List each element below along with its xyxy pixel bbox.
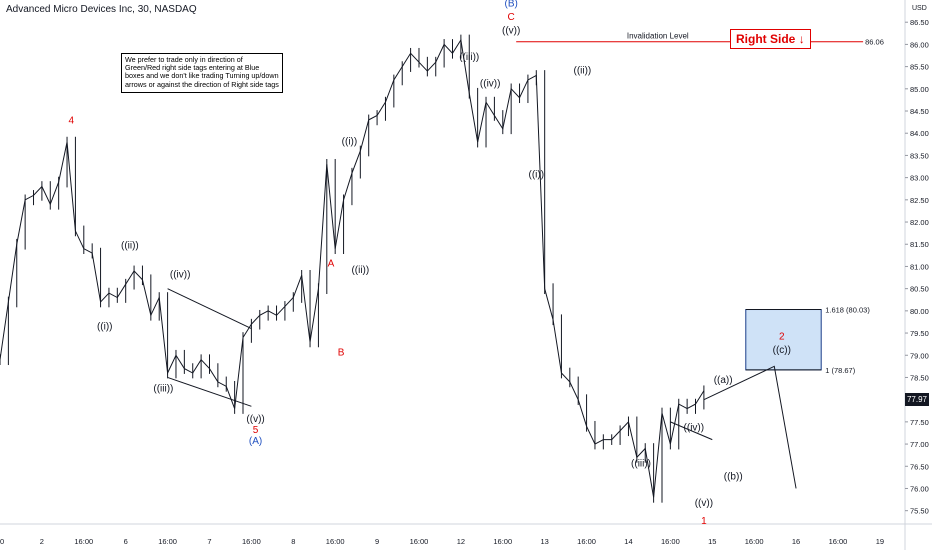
chart-title: Advanced Micro Devices Inc, 30, NASDAQ xyxy=(6,4,197,15)
wave-label: 5 xyxy=(253,425,259,436)
wave-label: ((iii)) xyxy=(459,52,479,63)
target-bottom-label: 1 (78.67) xyxy=(825,366,856,375)
x-tick-label: 19 xyxy=(876,537,884,546)
y-tick-label: 81.50 xyxy=(910,240,929,249)
y-tick-label: 79.00 xyxy=(910,351,929,360)
wave-label: B xyxy=(338,347,345,358)
wave-label: ((ii)) xyxy=(351,265,369,276)
x-tick-label: 9 xyxy=(375,537,379,546)
projection-path xyxy=(703,365,797,489)
x-tick-label: 13 xyxy=(541,537,549,546)
y-tick-label: 86.00 xyxy=(910,40,929,49)
x-tick-label: 16:00 xyxy=(326,537,345,546)
wave-label: C xyxy=(508,12,515,23)
y-tick-label: 75.50 xyxy=(910,507,929,516)
wave-label: ((iv)) xyxy=(684,423,705,434)
y-tick-label: 79.50 xyxy=(910,329,929,338)
wave-label: ((i)) xyxy=(342,136,358,147)
y-tick-label: 77.00 xyxy=(910,440,929,449)
x-tick-label: 16:00 xyxy=(745,537,764,546)
wave-label: ((ii)) xyxy=(574,65,592,76)
trendline xyxy=(167,376,252,407)
y-tick-label: 80.50 xyxy=(910,285,929,294)
x-tick-label: 16:00 xyxy=(493,537,512,546)
y-tick-label: 82.00 xyxy=(910,218,929,227)
wave-label: ((iv)) xyxy=(170,270,191,281)
x-tick-label: 16:00 xyxy=(661,537,680,546)
y-tick-label: 85.50 xyxy=(910,63,929,72)
y-tick-label: 77.50 xyxy=(910,418,929,427)
right-side-label: Right Side xyxy=(736,32,796,46)
wave-label: ((a)) xyxy=(714,375,733,386)
x-tick-label: 16:00 xyxy=(577,537,596,546)
wave-label: ((iv)) xyxy=(480,79,501,90)
trendline xyxy=(167,288,252,330)
last-price-tag: 77.97 xyxy=(905,393,929,406)
trendline xyxy=(670,421,713,441)
x-tick-label: 16:00 xyxy=(74,537,93,546)
y-tick-label: 82.50 xyxy=(910,196,929,205)
target-top-label: 1.618 (80.03) xyxy=(825,306,870,315)
wave-label: 2 xyxy=(779,332,785,343)
wave-label: (B) xyxy=(504,0,517,10)
y-tick-label: 83.50 xyxy=(910,151,929,160)
y-tick-label: 84.50 xyxy=(910,107,929,116)
x-tick-label: 7 xyxy=(207,537,211,546)
price-line xyxy=(0,38,705,498)
x-tick-label: 2 xyxy=(40,537,44,546)
currency-label: USD xyxy=(912,5,927,12)
y-tick-label: 78.50 xyxy=(910,373,929,382)
y-tick-label: 83.00 xyxy=(910,174,929,183)
wave-label: ((iii)) xyxy=(153,384,173,395)
y-tick-label: 84.00 xyxy=(910,129,929,138)
wave-label: ((b)) xyxy=(724,472,743,483)
wave-label: ((v)) xyxy=(502,25,520,36)
wave-label: ((v)) xyxy=(246,414,264,425)
x-tick-label: 8 xyxy=(291,537,295,546)
y-tick-label: 81.00 xyxy=(910,262,929,271)
x-tick-label: 12 xyxy=(457,537,465,546)
wave-label: ((i)) xyxy=(529,170,545,181)
y-tick-label: 76.50 xyxy=(910,462,929,471)
wave-label: ((i)) xyxy=(97,321,113,332)
x-tick-label: 16:00 xyxy=(829,537,848,546)
x-tick-label: 16:00 xyxy=(158,537,177,546)
wave-label: ((ii)) xyxy=(121,241,139,252)
x-tick-label: 00 xyxy=(0,537,4,546)
y-tick-label: 85.00 xyxy=(910,85,929,94)
x-tick-label: 6 xyxy=(124,537,128,546)
invalidation-value: 86.06 xyxy=(865,38,884,47)
wave-label: A xyxy=(328,258,335,269)
wave-label: ((c)) xyxy=(773,345,791,356)
right-side-tag: Right Side ↓ xyxy=(730,29,811,49)
y-tick-label: 86.50 xyxy=(910,18,929,27)
x-tick-label: 16 xyxy=(792,537,800,546)
y-tick-label: 76.00 xyxy=(910,484,929,493)
wave-label: (A) xyxy=(249,436,262,447)
wave-label: 4 xyxy=(68,115,74,126)
x-tick-label: 15 xyxy=(708,537,716,546)
down-arrow-icon: ↓ xyxy=(798,32,805,46)
wave-label: ((v)) xyxy=(695,498,713,509)
x-tick-label: 14 xyxy=(624,537,632,546)
invalidation-label: Invalidation Level xyxy=(627,32,689,41)
x-tick-label: 16:00 xyxy=(410,537,429,546)
strategy-note: We prefer to trade only in direction of … xyxy=(121,53,283,93)
x-tick-label: 16:00 xyxy=(242,537,261,546)
wave-label: ((iii)) xyxy=(631,458,651,469)
target-box xyxy=(745,309,822,371)
wave-label: 1 xyxy=(701,516,707,527)
y-tick-label: 80.00 xyxy=(910,307,929,316)
